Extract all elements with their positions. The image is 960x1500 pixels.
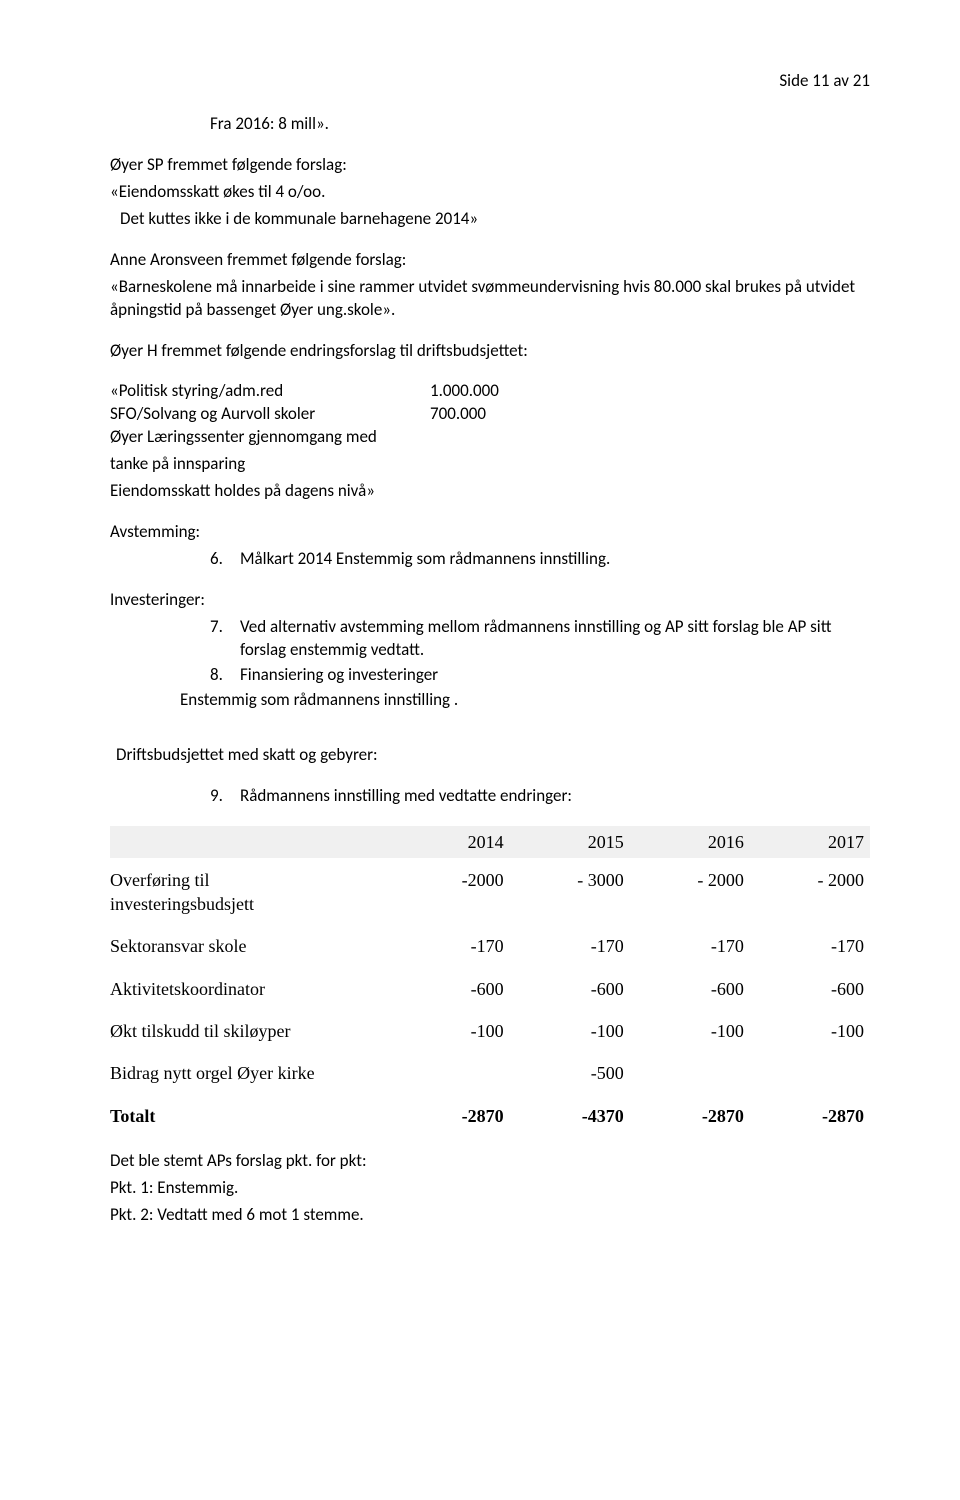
anne-heading: Anne Aronsveen fremmet følgende forslag:: [110, 249, 870, 272]
anne-prop: «Barneskolene må innarbeide i sine ramme…: [110, 276, 870, 322]
budget-table: 2014 2015 2016 2017 Overføring til inves…: [110, 826, 870, 1132]
page-number: Side 11 av 21: [110, 70, 870, 93]
footer-l2: Pkt. 1: Enstemmig.: [110, 1177, 870, 1200]
row3-label: Økt tilskudd til skiløyper: [110, 1015, 399, 1047]
row0-v3: - 2000: [750, 864, 870, 921]
row4-label: Bidrag nytt orgel Øyer kirke: [110, 1057, 399, 1089]
row0-label1: Overføring til: [110, 868, 393, 892]
row3-v2: -100: [630, 1015, 750, 1047]
table-row: Aktivitetskoordinator -600 -600 -600 -60…: [110, 973, 870, 1005]
table-total-row: Totalt -2870 -4370 -2870 -2870: [110, 1100, 870, 1132]
h-row1-label: «Politisk styring/adm.red: [110, 380, 430, 403]
row4-v2: [630, 1057, 750, 1089]
row4-v3: [750, 1057, 870, 1089]
row2-label: Aktivitetskoordinator: [110, 973, 399, 1005]
item-9-num: 9.: [210, 785, 240, 808]
row2-v2: -600: [630, 973, 750, 1005]
row1-v2: -170: [630, 930, 750, 962]
row3-v1: -100: [510, 1015, 630, 1047]
table-row: Overføring til investeringsbudsjett -200…: [110, 864, 870, 921]
footer-l3: Pkt. 2: Vedtatt med 6 mot 1 stemme.: [110, 1204, 870, 1227]
h-row1-val: 1.000.000: [430, 380, 499, 403]
sp-prop-1: «Eiendomsskatt økes til 4 o/oo.: [110, 181, 870, 204]
table-row: Bidrag nytt orgel Øyer kirke -500: [110, 1057, 870, 1089]
row4-v1: -500: [510, 1057, 630, 1089]
row3-v0: -100: [399, 1015, 510, 1047]
h-heading: Øyer H fremmet følgende endringsforslag …: [110, 340, 870, 363]
row1-v0: -170: [399, 930, 510, 962]
row1-v3: -170: [750, 930, 870, 962]
h-row2-label: SFO/Solvang og Aurvoll skoler: [110, 403, 430, 426]
total-v2: -2870: [630, 1100, 750, 1132]
row3-v3: -100: [750, 1015, 870, 1047]
h-row3: Øyer Læringssenter gjennomgang med: [110, 426, 870, 449]
row0-label2: investeringsbudsjett: [110, 892, 393, 916]
investeringer-heading: Investeringer:: [110, 589, 870, 612]
row2-v3: -600: [750, 973, 870, 1005]
item-8-num: 8.: [210, 664, 240, 687]
h-row5: Eiendomsskatt holdes på dagens nivå»: [110, 480, 870, 503]
year-2016: 2016: [630, 826, 750, 858]
sp-prop-2: Det kuttes ikke i de kommunale barnehage…: [110, 208, 870, 231]
sp-heading: Øyer SP fremmet følgende forslag:: [110, 154, 870, 177]
row2-v1: -600: [510, 973, 630, 1005]
drift-heading: Driftsbudsjettet med skatt og gebyrer:: [110, 744, 870, 767]
item-6-text: Målkart 2014 Enstemmig som rådmannens in…: [240, 548, 870, 571]
table-row: Sektoransvar skole -170 -170 -170 -170: [110, 930, 870, 962]
footer-l1: Det ble stemt APs forslag pkt. for pkt:: [110, 1150, 870, 1173]
table-row: Økt tilskudd til skiløyper -100 -100 -10…: [110, 1015, 870, 1047]
item-7-num: 7.: [210, 616, 240, 662]
total-label: Totalt: [110, 1100, 399, 1132]
total-v1: -4370: [510, 1100, 630, 1132]
avstemming-heading: Avstemming:: [110, 521, 870, 544]
item-6-num: 6.: [210, 548, 240, 571]
invest-tail: Enstemmig som rådmannens innstilling .: [110, 689, 870, 712]
year-2014: 2014: [399, 826, 510, 858]
h-row2-val: 700.000: [430, 403, 486, 426]
year-2015: 2015: [510, 826, 630, 858]
row1-v1: -170: [510, 930, 630, 962]
item-8-text: Finansiering og investeringer: [240, 664, 870, 687]
row2-v0: -600: [399, 973, 510, 1005]
item-9-text: Rådmannens innstilling med vedtatte endr…: [240, 785, 870, 808]
total-v3: -2870: [750, 1100, 870, 1132]
item-7-text: Ved alternativ avstemming mellom rådmann…: [240, 616, 870, 662]
row0-v0: -2000: [399, 864, 510, 921]
row0-v1: - 3000: [510, 864, 630, 921]
year-2017: 2017: [750, 826, 870, 858]
row0-v2: - 2000: [630, 864, 750, 921]
row1-label: Sektoransvar skole: [110, 930, 399, 962]
h-row4: tanke på innsparing: [110, 453, 870, 476]
intro-fra-2016: Fra 2016: 8 mill».: [210, 113, 870, 136]
row4-v0: [399, 1057, 510, 1089]
total-v0: -2870: [399, 1100, 510, 1132]
